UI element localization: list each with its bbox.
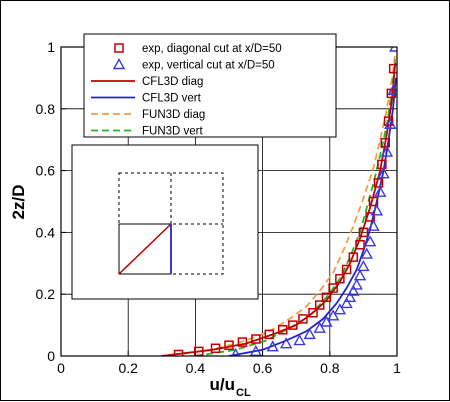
legend-square-symbol bbox=[114, 43, 124, 53]
inset-frame bbox=[71, 144, 259, 300]
square-marker bbox=[264, 329, 275, 340]
legend-box bbox=[83, 33, 337, 138]
square-marker bbox=[341, 264, 352, 275]
inset-schematic bbox=[71, 144, 259, 300]
square-marker bbox=[348, 252, 359, 262]
triangle-marker bbox=[350, 278, 363, 290]
legend-triangle-symbol bbox=[112, 58, 126, 70]
x-tick-label: 0.8 bbox=[320, 360, 340, 376]
legend-label: FUN3D vert bbox=[142, 126, 204, 138]
triangle-marker bbox=[367, 219, 380, 231]
y-tick-label: 0.6 bbox=[36, 163, 56, 179]
legend-label: exp, diagonal cut at x/D=50 bbox=[142, 43, 282, 55]
square-marker bbox=[355, 240, 365, 250]
legend-label: CFL3D diag bbox=[142, 76, 203, 88]
square-marker bbox=[210, 343, 221, 354]
triangle-marker bbox=[370, 204, 384, 216]
tick-labels: 0 0.2 0.4 0.6 0.8 1 0 0.2 0.4 0.6 0.8 1 bbox=[36, 39, 402, 376]
triangle-marker bbox=[363, 235, 377, 247]
y-tick-label: 0.2 bbox=[36, 286, 56, 302]
triangle-marker bbox=[389, 47, 397, 52]
x-tick-label: 1 bbox=[393, 360, 401, 376]
triangle-marker bbox=[340, 297, 353, 309]
legend-label: exp, vertical cut at x/D=50 bbox=[142, 60, 275, 72]
triangle-marker bbox=[380, 145, 394, 157]
square-marker bbox=[388, 63, 397, 74]
square-marker bbox=[194, 346, 204, 356]
triangle-marker bbox=[303, 327, 316, 340]
square-marker bbox=[368, 196, 379, 207]
x-axis-label-subscript: CL bbox=[236, 387, 251, 399]
square-marker bbox=[380, 138, 390, 148]
triangle-marker bbox=[326, 309, 340, 321]
square-marker bbox=[358, 227, 369, 238]
square-marker bbox=[288, 320, 298, 330]
triangle-marker bbox=[360, 247, 373, 259]
triangle-marker bbox=[249, 344, 263, 356]
square-marker bbox=[173, 349, 184, 356]
series-line bbox=[161, 62, 397, 356]
y-tick-label: 1 bbox=[47, 39, 55, 55]
y-tick-label: 0.8 bbox=[36, 101, 56, 117]
square-marker bbox=[278, 324, 288, 335]
triangle-marker bbox=[357, 259, 370, 272]
y-tick-label: 0.4 bbox=[36, 224, 56, 240]
triangle-marker bbox=[374, 185, 387, 197]
square-marker bbox=[251, 334, 261, 344]
square-marker bbox=[328, 283, 338, 293]
x-axis-label: u/u bbox=[210, 375, 236, 394]
series-line bbox=[161, 53, 397, 356]
series-line bbox=[228, 77, 397, 356]
square-marker bbox=[308, 307, 318, 318]
series-group bbox=[161, 47, 397, 356]
triangle-marker bbox=[343, 290, 357, 302]
triangle-marker bbox=[347, 284, 360, 296]
square-marker bbox=[298, 314, 308, 324]
square-marker bbox=[365, 212, 375, 222]
y-axis-label: 2z/D bbox=[9, 185, 28, 220]
inset-diagonal-cut bbox=[118, 223, 172, 275]
triangle-marker bbox=[387, 83, 397, 95]
triangle-marker bbox=[266, 340, 279, 352]
square-marker bbox=[373, 178, 384, 188]
legend-label: FUN3D diag bbox=[142, 109, 205, 121]
x-tick-label: 0 bbox=[57, 360, 65, 376]
triangle-marker bbox=[293, 334, 306, 346]
square-marker bbox=[377, 159, 387, 170]
x-tick-label: 0.4 bbox=[186, 360, 206, 376]
triangle-marker bbox=[320, 315, 333, 327]
square-marker bbox=[224, 340, 234, 350]
x-tick-label: 0.6 bbox=[253, 360, 273, 376]
legend-label: CFL3D vert bbox=[142, 93, 202, 105]
triangle-marker bbox=[377, 167, 390, 179]
triangle-marker bbox=[313, 321, 326, 333]
square-marker bbox=[321, 292, 332, 303]
triangle-marker bbox=[384, 117, 397, 129]
y-tick-label: 0 bbox=[47, 348, 55, 364]
triangle-marker bbox=[333, 303, 347, 315]
triangle-marker bbox=[231, 348, 241, 356]
square-marker bbox=[237, 337, 248, 347]
square-marker bbox=[314, 300, 325, 310]
x-tick-label: 0.2 bbox=[118, 360, 138, 376]
triangle-marker bbox=[279, 337, 293, 349]
legend: exp, diagonal cut at x/D=50 exp, vertical… bbox=[83, 33, 337, 138]
triangle-marker bbox=[353, 269, 367, 281]
square-marker bbox=[335, 274, 345, 284]
square-marker bbox=[383, 116, 394, 126]
